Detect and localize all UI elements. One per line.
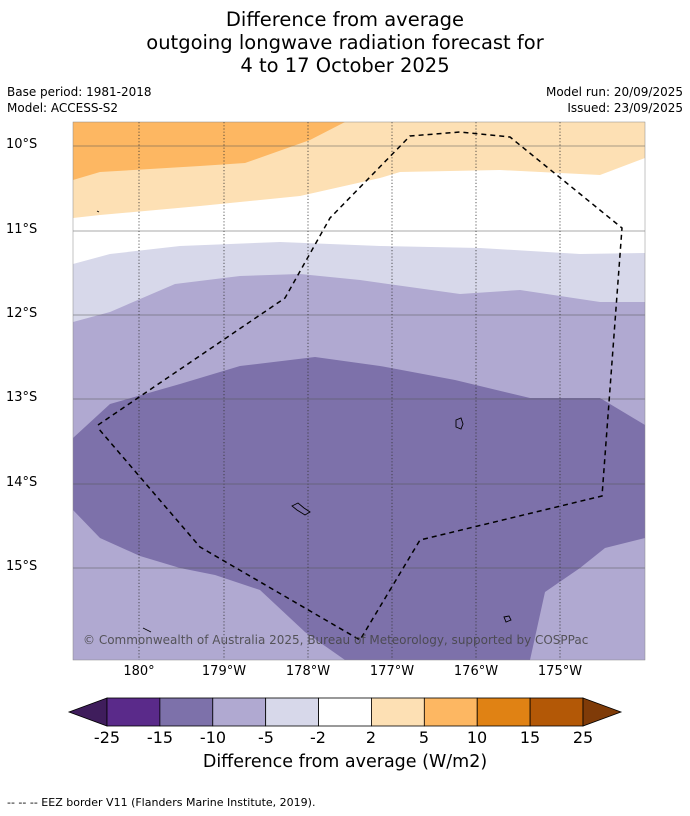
colorbar-arrow-high [582, 697, 623, 727]
gridlines [138, 122, 561, 660]
lat-label-15s: 15°S [6, 559, 38, 574]
model-run: Model run: 20/09/2025 [545, 85, 683, 99]
lat-label-11s: 11°S [6, 222, 38, 237]
lat-gridlines [73, 145, 645, 569]
colorbar-segment [212, 697, 267, 727]
colorbar-tick: -5 [258, 728, 274, 747]
model-name: Model: ACCESS-S2 [7, 101, 119, 115]
map-canvas [72, 121, 646, 661]
lat-label-13s: 13°S [6, 390, 38, 405]
colorbar-segment [423, 697, 478, 727]
lat-label-14s: 14°S [6, 475, 38, 490]
title-line-3: 4 to 17 October 2025 [240, 54, 450, 77]
title-line-1: Difference from average [225, 8, 465, 31]
island-futuna [291, 502, 311, 516]
lon-label-178w: 178°W [285, 664, 331, 679]
chart-title: Difference from average outgoing longwav… [0, 8, 690, 77]
colorbar-tick: -25 [93, 728, 121, 747]
meta-left: Base period: 1981-2018 Model: ACCESS-S2 [7, 84, 152, 116]
title-line-2: outgoing longwave radiation forecast for [146, 31, 544, 54]
colorbar-segment [529, 697, 584, 727]
orange-region [73, 122, 345, 180]
colorbar-arrow-low [67, 697, 108, 727]
lat-label-12s: 12°S [6, 306, 38, 321]
lat-label-10s: 10°S [6, 137, 38, 152]
island-wallis [455, 417, 464, 430]
base-period: Base period: 1981-2018 [7, 85, 152, 99]
lon-label-175w: 175°W [537, 664, 583, 679]
map-frame [72, 121, 646, 661]
colorbar-tick: 25 [572, 728, 594, 747]
colorbar-segment [159, 697, 214, 727]
colorbar-segment [476, 697, 531, 727]
colorbar-tick: -2 [310, 728, 326, 747]
eez-legend-footer: -- -- -- EEZ border V11 (Flanders Marine… [7, 796, 316, 809]
colorbar-tick: -10 [199, 728, 227, 747]
colorbar-tick: 2 [365, 728, 377, 747]
copyright-notice: © Commonwealth of Australia 2025, Bureau… [83, 633, 589, 647]
lon-label-179w: 179°W [201, 664, 247, 679]
colorbar-tick: 10 [466, 728, 488, 747]
island-small-southwest [142, 627, 152, 633]
lon-label-176w: 176°W [453, 664, 499, 679]
colorbar-tick: 5 [418, 728, 430, 747]
lon-label-180: 180° [123, 664, 155, 679]
colorbar-label: Difference from average (W/m2) [202, 752, 488, 772]
island-small-north [96, 210, 100, 213]
island-small-south [503, 615, 512, 623]
eez-border [97, 131, 623, 642]
colorbar-segment [318, 697, 372, 727]
colorbar-segment [106, 697, 161, 727]
meta-right: Model run: 20/09/2025 Issued: 23/09/2025 [546, 84, 683, 116]
colorbar-segment [265, 697, 319, 727]
colorbar-segment [371, 697, 425, 727]
dark-purple-region [73, 357, 645, 660]
colorbar-tick: -15 [146, 728, 174, 747]
issued-date: Issued: 23/09/2025 [567, 101, 683, 115]
colorbar-tick: 15 [519, 728, 541, 747]
lon-label-177w: 177°W [369, 664, 415, 679]
